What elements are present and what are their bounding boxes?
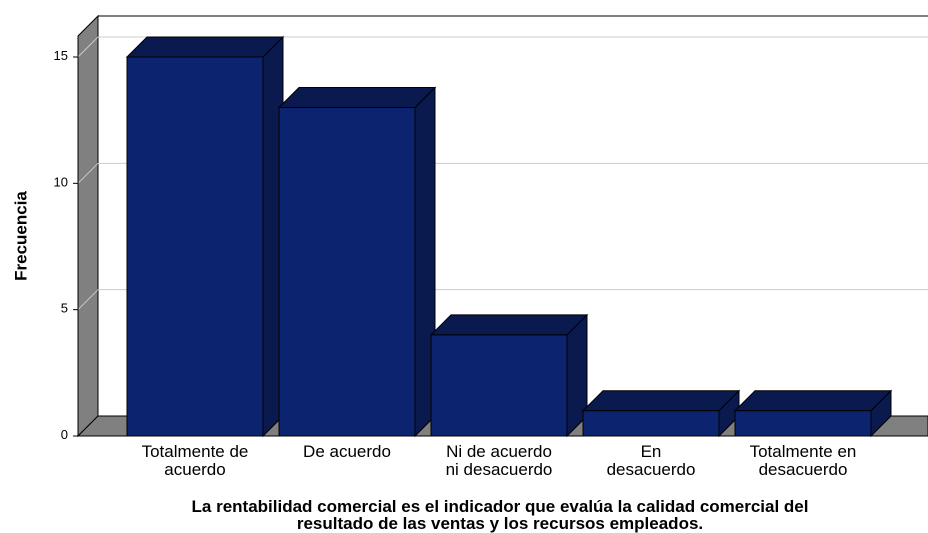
bar-face: [734, 410, 872, 437]
grid-line: [77, 162, 99, 184]
bar-face: [429, 314, 589, 336]
bar-face: [582, 410, 720, 437]
bar-face: [581, 390, 741, 412]
y-axis-label: Frecuencia: [11, 191, 30, 281]
bar-face: [277, 87, 437, 109]
y-tick-label: 0: [61, 427, 68, 442]
bar-face: [126, 56, 264, 437]
x-tick-label: Totalmente de acuerdo: [142, 442, 249, 479]
bar: [429, 313, 589, 438]
bar: [125, 35, 285, 438]
y-tick-label: 10: [54, 175, 68, 190]
bar-face: [733, 390, 893, 412]
bar: [733, 389, 893, 438]
x-tick-label: De acuerdo: [303, 442, 391, 461]
bar-face: [125, 36, 285, 58]
grid-line: [77, 36, 99, 58]
x-tick-label: Totalmente en desacuerdo: [750, 442, 857, 479]
bar: [277, 86, 437, 438]
x-tick-label: En desacuerdo: [607, 442, 696, 479]
bar-face: [278, 107, 416, 437]
bar: [581, 389, 741, 438]
x-axis-label: La rentabilidad comercial es el indicado…: [192, 497, 809, 533]
y-tick-label: 15: [54, 48, 68, 63]
left-wall: [77, 14, 99, 438]
bar-face: [430, 334, 568, 437]
x-tick-label: Ni de acuerdo ni desacuerdo: [446, 442, 553, 479]
grid-line: [77, 289, 99, 311]
y-tick-label: 5: [61, 301, 68, 316]
